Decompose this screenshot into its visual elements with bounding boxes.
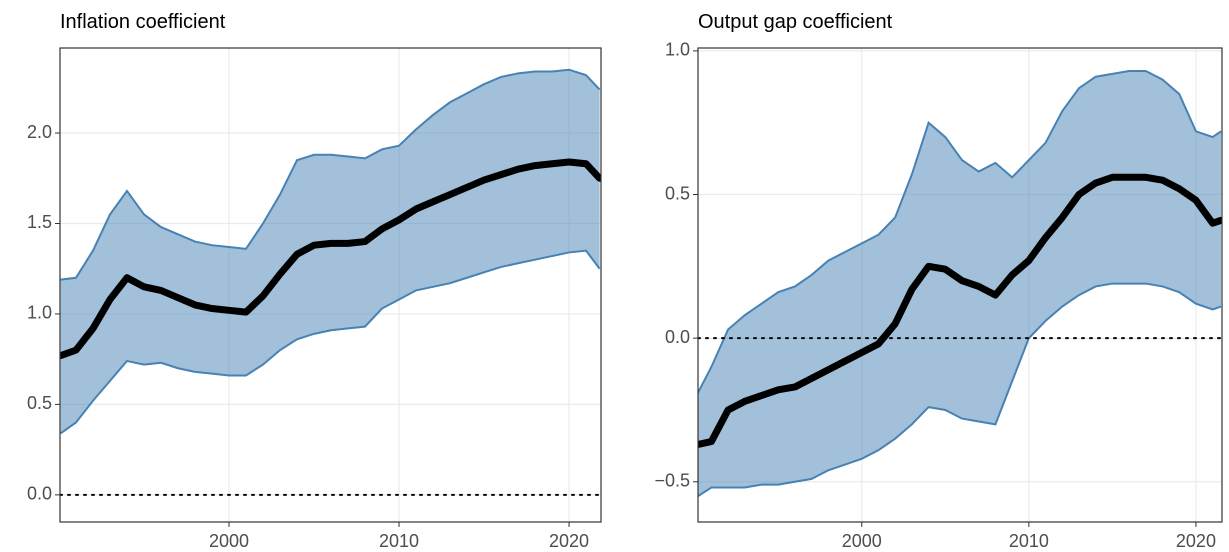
band-upper-edge bbox=[60, 68, 601, 281]
band bbox=[60, 69, 600, 434]
median-line bbox=[60, 158, 601, 360]
band-lower-edge bbox=[698, 282, 1222, 497]
y-tick-label: 0.0 bbox=[665, 327, 690, 347]
chart-title: Output gap coefficient bbox=[698, 11, 893, 33]
y-tick-label: 0.5 bbox=[27, 393, 52, 413]
y-tick-label: 0.0 bbox=[27, 484, 52, 504]
band-lower-edge bbox=[60, 249, 601, 435]
plot-area bbox=[60, 68, 601, 496]
x-tick-label: 2000 bbox=[842, 531, 882, 551]
x-tick-label: 2010 bbox=[1009, 531, 1049, 551]
y-tick-label: 1.0 bbox=[665, 40, 690, 60]
median-line bbox=[698, 173, 1222, 448]
x-tick-label: 2000 bbox=[209, 531, 249, 551]
y-tick-label: 0.5 bbox=[665, 183, 690, 203]
x-tick-label: 2020 bbox=[1176, 531, 1216, 551]
band-upper-edge bbox=[698, 69, 1222, 394]
chart-title: Inflation coefficient bbox=[60, 11, 226, 33]
y-tick-label: −0.5 bbox=[654, 471, 690, 491]
x-tick-label: 2010 bbox=[379, 531, 419, 551]
y-tick-label: 2.0 bbox=[27, 122, 52, 142]
plot-area bbox=[698, 69, 1222, 497]
plot-border bbox=[59, 47, 602, 523]
plot-border bbox=[697, 47, 1223, 523]
panel: Inflation coefficient 0.0 0.5 1.0 1.5 2.0 2000… bbox=[27, 11, 602, 551]
band bbox=[698, 70, 1221, 497]
panel: Output gap coefficient −0.5 0.0 0.5 1.0 2000 2… bbox=[654, 11, 1223, 551]
y-tick-label: 1.5 bbox=[27, 212, 52, 232]
y-tick-label: 1.0 bbox=[27, 303, 52, 323]
x-tick-label: 2020 bbox=[549, 531, 589, 551]
